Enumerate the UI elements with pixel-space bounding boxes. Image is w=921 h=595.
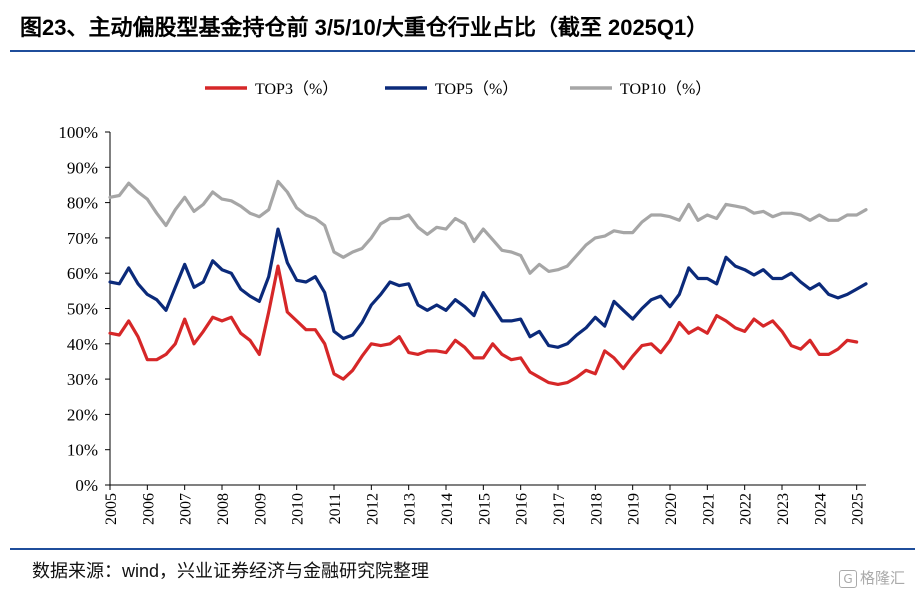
y-tick-label: 90% xyxy=(67,158,98,177)
y-tick-label: 60% xyxy=(67,264,98,283)
series-line-top5 xyxy=(108,227,868,349)
chart-title: 图23、主动偏股型基金持仓前 3/5/10/大重仓行业占比（截至 2025Q1） xyxy=(20,15,709,40)
x-tick-label: 2006 xyxy=(140,493,157,525)
x-tick-label: 2013 xyxy=(402,493,419,525)
y-tick-label: 40% xyxy=(67,335,98,354)
x-tick-label: 2012 xyxy=(364,493,381,525)
bottom-rule xyxy=(10,548,915,550)
x-tick-label: 2008 xyxy=(215,493,232,525)
x-axis: 2005 2006 2007 2008 2009 2010 2011 2012 2013 2014… xyxy=(103,484,867,525)
line-chart: TOP3（%） TOP5（%） TOP10（%） 0% 10% 20% 30% 40% 50%… xyxy=(58,80,868,525)
x-tick-label: 2011 xyxy=(327,493,344,524)
y-tick-label: 0% xyxy=(75,476,98,495)
x-tick-label: 2010 xyxy=(290,493,307,525)
series-line-top10 xyxy=(108,179,868,275)
y-tick-label: 100% xyxy=(58,123,98,142)
series-line-top3 xyxy=(108,264,859,386)
x-tick-label: 2023 xyxy=(775,493,792,525)
y-tick-label: 50% xyxy=(67,300,98,319)
x-tick-label: 2005 xyxy=(103,493,120,525)
x-tick-label: 2022 xyxy=(738,493,755,525)
y-tick-label: 20% xyxy=(67,405,98,424)
legend: TOP3（%） TOP5（%） TOP10（%） xyxy=(205,80,711,98)
y-tick-label: 80% xyxy=(67,194,98,213)
legend-label-top10: TOP10（%） xyxy=(620,80,711,98)
x-tick-label: 2007 xyxy=(178,493,195,525)
y-tick-label: 70% xyxy=(67,229,98,248)
y-tick-label: 30% xyxy=(67,370,98,389)
x-tick-label: 2016 xyxy=(514,493,531,525)
legend-label-top5: TOP5（%） xyxy=(435,80,518,98)
legend-label-top3: TOP3（%） xyxy=(255,80,338,98)
y-axis: 0% 10% 20% 30% 40% 50% 60% 70% 80% 90% 100% xyxy=(58,123,111,495)
x-tick-label: 2015 xyxy=(476,493,493,525)
watermark-text: 格隆汇 xyxy=(859,569,905,587)
y-tick-label: 10% xyxy=(67,441,98,460)
x-tick-label: 2009 xyxy=(252,493,269,525)
x-tick-label: 2019 xyxy=(626,493,643,525)
x-tick-label: 2021 xyxy=(700,493,717,525)
x-tick-label: 2014 xyxy=(439,493,456,525)
x-tick-label: 2025 xyxy=(850,493,867,525)
watermark-logo-icon: G xyxy=(838,569,857,588)
series-lines xyxy=(108,179,868,386)
watermark: G 格隆汇 xyxy=(838,567,905,588)
source-note: 数据来源：wind，兴业证券经济与金融研究院整理 xyxy=(32,561,430,581)
x-tick-label: 2024 xyxy=(812,493,829,525)
x-tick-label: 2018 xyxy=(588,493,605,525)
x-tick-label: 2020 xyxy=(663,493,680,525)
top-rule xyxy=(10,50,915,52)
x-tick-label: 2017 xyxy=(551,493,568,525)
